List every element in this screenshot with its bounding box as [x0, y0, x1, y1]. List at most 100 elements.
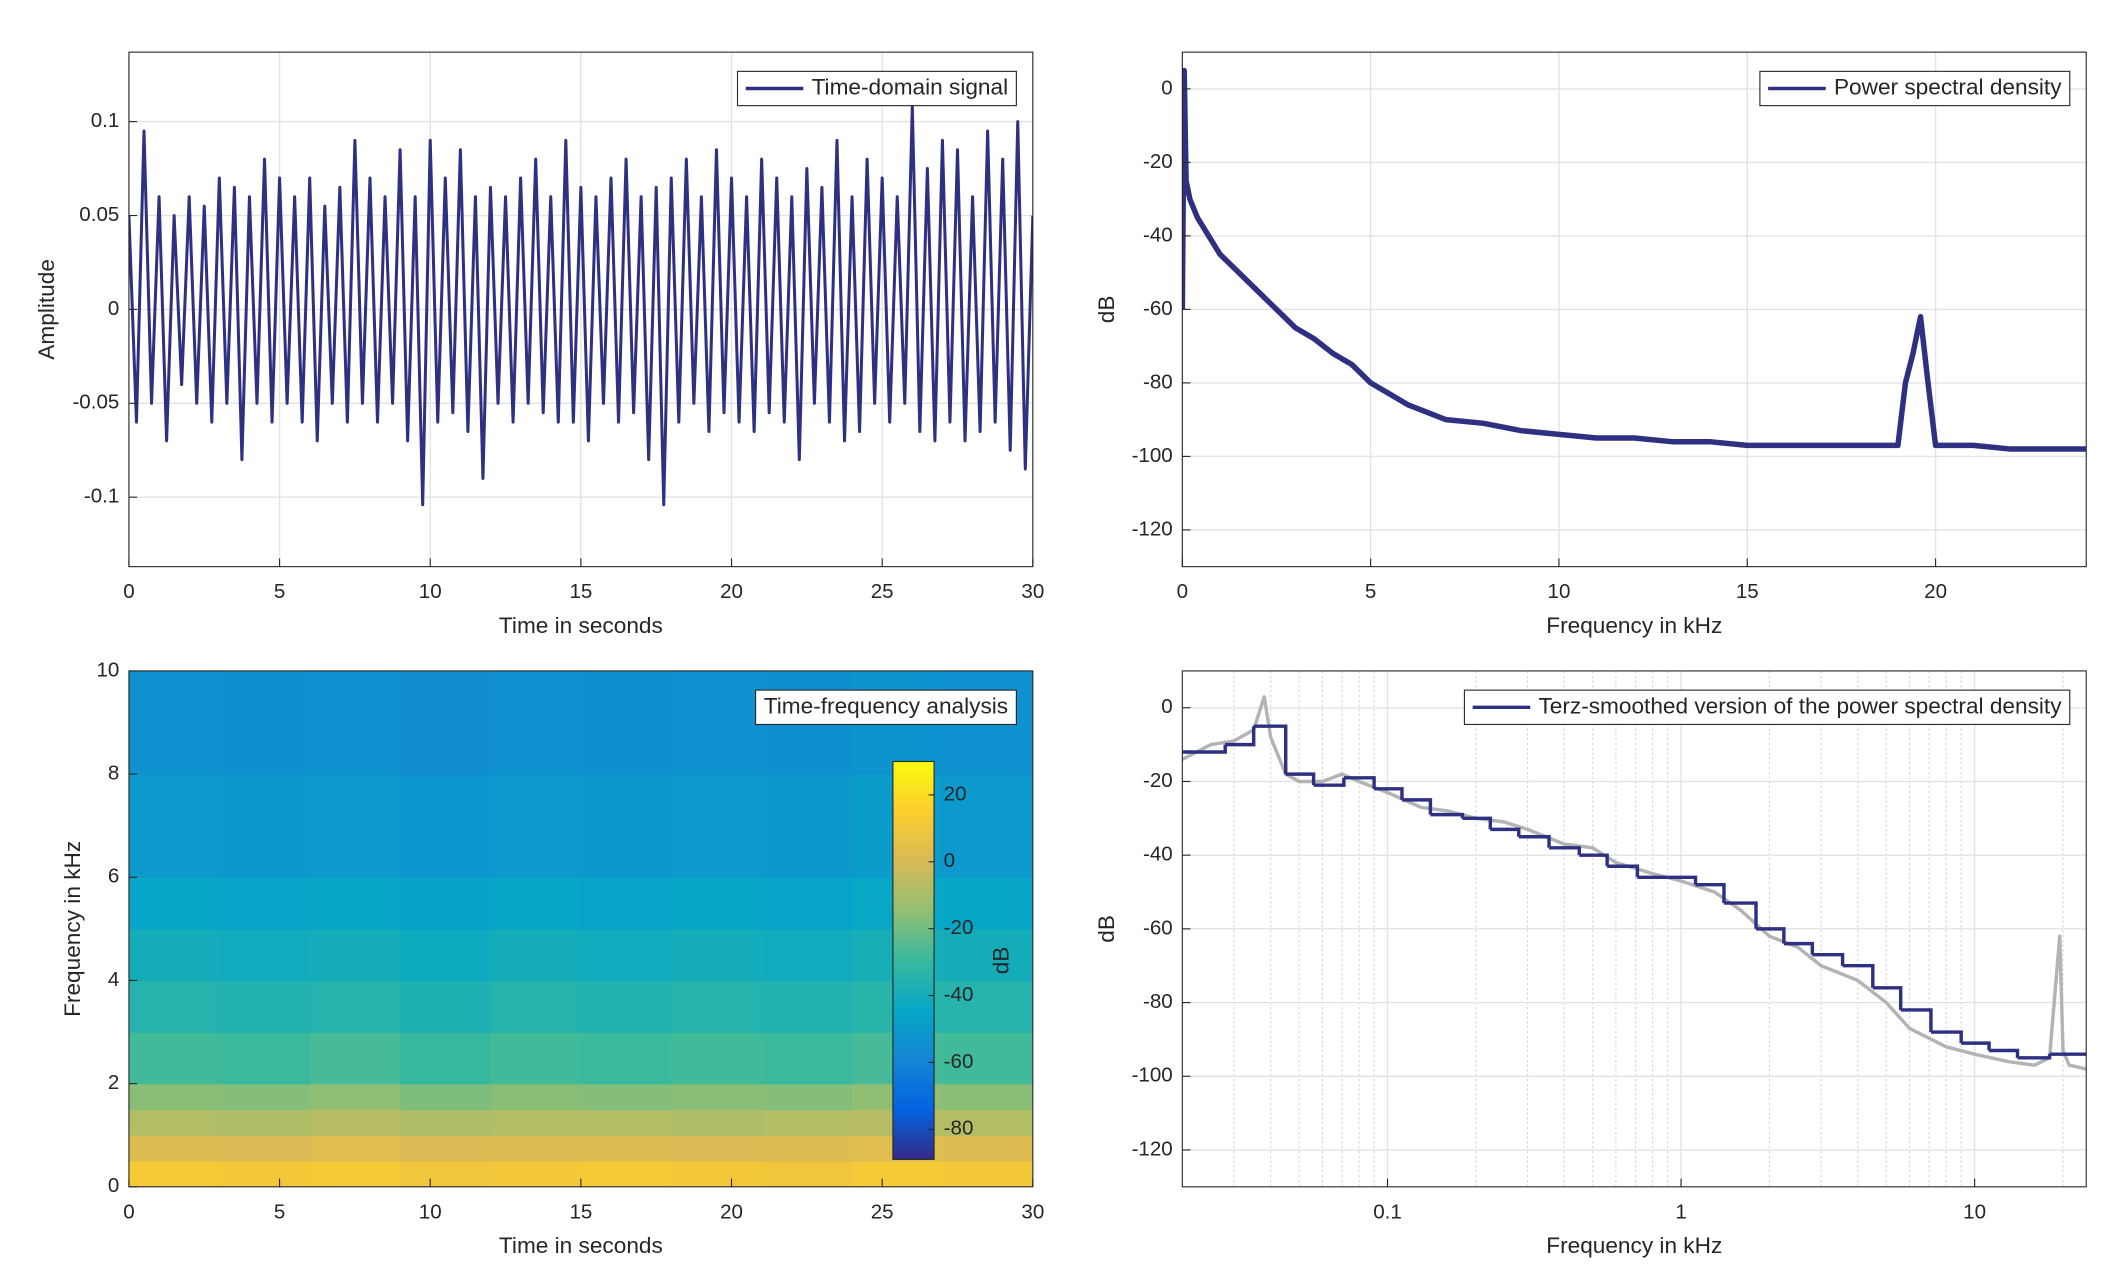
- colorbar-tick-label: -80: [944, 1117, 974, 1140]
- x-tick-label: 15: [569, 1200, 592, 1223]
- heatmap-cell: [400, 877, 492, 930]
- heatmap-cell: [309, 1032, 401, 1085]
- heatmap-cell: [671, 1161, 763, 1187]
- heatmap-cell: [309, 877, 401, 930]
- heatmap-cell: [128, 877, 221, 930]
- data-layer: [1182, 67, 2087, 452]
- step-segment: [1812, 952, 1845, 966]
- y-tick-label: -100: [1132, 1064, 1173, 1087]
- step-segment: [1518, 835, 1551, 848]
- heatmap-cell: [400, 1161, 492, 1187]
- step-segment: [1723, 901, 1758, 929]
- colorbar-tick-label: 20: [944, 782, 967, 805]
- step-segment: [1490, 827, 1521, 837]
- heatmap-cell: [128, 1109, 221, 1136]
- heatmap-cell: [128, 1135, 221, 1162]
- heatmap-cell: [309, 1109, 401, 1136]
- x-tick-label: 0: [1177, 580, 1188, 603]
- step-segment: [1842, 964, 1875, 988]
- y-tick-label: 0.05: [79, 203, 119, 226]
- x-axis-label: Frequency in kHz: [1546, 1233, 1722, 1258]
- x-tick-label: 20: [720, 580, 743, 603]
- x-axis-label: Time in seconds: [499, 613, 663, 638]
- heatmap-cell: [400, 774, 492, 878]
- heatmap-cell: [400, 1135, 492, 1162]
- chart-panel: 0 5 10 15 20 -120 -100 -80 -60 -40 -20 0 Frequency i…: [1094, 51, 2087, 638]
- heatmap-cell: [309, 1135, 401, 1162]
- heatmap-cell: [128, 1083, 221, 1111]
- y-tick-label: 0: [108, 297, 119, 320]
- heatmap-cell: [128, 928, 221, 982]
- heatmap-cell: [219, 980, 311, 1033]
- colorbar-tick-label: -40: [944, 983, 974, 1006]
- y-tick-label: 2: [108, 1071, 119, 1094]
- legend-label: Terz-smoothed version of the power spect…: [1538, 693, 2062, 718]
- y-tick-label: -60: [1143, 916, 1173, 939]
- step-segment: [1607, 864, 1640, 878]
- y-axis-label: dB: [1094, 296, 1119, 324]
- y-tick-label: 4: [108, 968, 119, 991]
- heatmap-cell: [942, 1083, 1033, 1111]
- colorbar-tick-label: -20: [944, 916, 974, 939]
- y-tick-label: 6: [108, 865, 119, 888]
- heatmap-cell: [580, 1109, 672, 1136]
- x-tick-label: 30: [1021, 1200, 1044, 1223]
- heatmap-cell: [490, 877, 582, 930]
- step-segment: [1343, 776, 1376, 789]
- x-tick-label: 10: [1548, 580, 1571, 603]
- y-tick-label: 0: [1161, 76, 1172, 99]
- step-segment: [1401, 798, 1433, 815]
- heatmap-cell: [309, 774, 401, 878]
- heatmap-cell: [490, 1109, 582, 1136]
- heatmap-cell: [400, 1109, 492, 1136]
- x-axis-label: Frequency in kHz: [1546, 613, 1722, 638]
- series-line: [1182, 695, 2087, 1071]
- heatmap-cell: [400, 928, 492, 982]
- heatmap-cell: [309, 670, 401, 775]
- heatmap-cell: [219, 1083, 311, 1111]
- y-tick-label: 0: [108, 1174, 119, 1197]
- y-tick-label: -100: [1132, 444, 1173, 467]
- heatmap-cell: [580, 1161, 672, 1187]
- axes-frame: [128, 670, 1034, 1188]
- heatmap-cell: [761, 1135, 853, 1162]
- heatmap-cell: [490, 980, 582, 1033]
- colorbar-tick-label: -60: [944, 1050, 974, 1073]
- heatmap-cell: [852, 1161, 944, 1187]
- heatmap-cell: [490, 1032, 582, 1085]
- y-tick-label: -80: [1143, 370, 1173, 393]
- x-tick-label: 10: [419, 1200, 442, 1223]
- y-tick-label: 0: [1161, 695, 1172, 718]
- x-tick-label: 0: [123, 580, 134, 603]
- heatmap-cell: [942, 877, 1033, 930]
- x-tick-label: 10: [419, 580, 442, 603]
- heatmap-cell: [761, 1109, 853, 1136]
- step-segment: [2017, 1054, 2052, 1060]
- heatmap-cell: [671, 1083, 763, 1111]
- step-segment: [1695, 882, 1726, 904]
- heatmap-cell: [580, 1032, 672, 1085]
- heatmap-cell: [580, 1135, 672, 1162]
- chart-panel: 0 5 10 15 20 25 30 -0.1 -0.05 0 0.05 0.1 Time in sec…: [34, 51, 1044, 638]
- y-tick-label: -40: [1143, 223, 1173, 246]
- x-tick-label: 5: [1365, 580, 1376, 603]
- step-segment: [1579, 853, 1609, 867]
- y-tick-label: -0.1: [84, 485, 119, 508]
- heatmap-cell: [580, 774, 672, 878]
- heatmap-cell: [942, 928, 1033, 982]
- y-tick-label: -20: [1143, 769, 1173, 792]
- heatmap-cell: [309, 1083, 401, 1111]
- heatmap-cell: [761, 980, 853, 1033]
- series-line: [128, 105, 1033, 507]
- y-axis-label: Amplitude: [34, 259, 59, 360]
- step-segment: [1989, 1048, 2020, 1058]
- legend-label: Power spectral density: [1834, 74, 2062, 99]
- heatmap-cell: [490, 1135, 582, 1162]
- heatmap-cell: [128, 1161, 221, 1187]
- heatmap-cell: [671, 1109, 763, 1136]
- data-layer: [128, 105, 1033, 507]
- x-tick-label: 5: [274, 1200, 285, 1223]
- x-tick-label: 10: [1963, 1200, 1986, 1223]
- heatmap-cell: [400, 670, 492, 775]
- x-tick-label: 25: [871, 1200, 894, 1223]
